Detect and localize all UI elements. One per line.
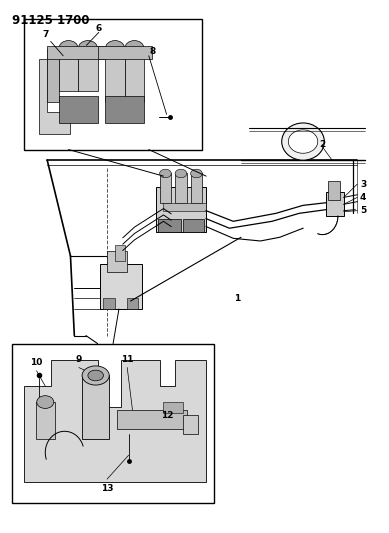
Text: 5: 5 <box>360 206 366 215</box>
Bar <box>183 219 204 232</box>
Bar <box>127 298 138 309</box>
Bar <box>115 245 125 261</box>
Bar <box>100 264 142 309</box>
Bar <box>24 19 202 150</box>
Ellipse shape <box>59 41 78 56</box>
Bar <box>163 402 183 413</box>
Bar <box>59 96 98 123</box>
Bar <box>47 49 59 102</box>
Bar <box>175 173 187 203</box>
Bar <box>156 187 206 232</box>
Bar <box>12 344 214 503</box>
Bar <box>159 173 171 203</box>
Ellipse shape <box>78 41 98 56</box>
Ellipse shape <box>159 169 171 177</box>
Bar <box>163 203 206 211</box>
Polygon shape <box>24 360 206 482</box>
Bar <box>125 49 144 102</box>
Polygon shape <box>39 59 70 134</box>
Ellipse shape <box>288 130 318 154</box>
Text: 3: 3 <box>360 180 366 189</box>
Bar <box>326 192 344 216</box>
Ellipse shape <box>175 169 187 177</box>
Bar <box>35 402 55 439</box>
Ellipse shape <box>37 395 54 408</box>
Text: 1: 1 <box>234 294 240 303</box>
Bar <box>59 49 78 91</box>
Bar <box>158 219 181 232</box>
Text: 9: 9 <box>75 355 82 364</box>
Ellipse shape <box>282 123 324 160</box>
Text: 11: 11 <box>121 355 133 364</box>
Bar <box>82 375 109 439</box>
Bar <box>47 46 105 59</box>
Ellipse shape <box>88 370 103 381</box>
Bar <box>103 298 115 309</box>
Bar <box>117 410 187 429</box>
Bar <box>98 46 152 59</box>
Ellipse shape <box>82 366 109 385</box>
Text: 6: 6 <box>96 24 102 33</box>
Ellipse shape <box>125 41 144 56</box>
Text: 13: 13 <box>101 484 113 493</box>
Text: 7: 7 <box>42 30 49 39</box>
Bar <box>183 415 198 434</box>
Ellipse shape <box>105 41 125 56</box>
Text: 10: 10 <box>30 358 43 367</box>
Ellipse shape <box>191 169 202 177</box>
Bar <box>191 173 202 203</box>
Bar <box>105 96 144 123</box>
Text: 4: 4 <box>360 193 366 202</box>
Text: 8: 8 <box>149 47 156 56</box>
Text: 2: 2 <box>319 140 326 149</box>
Bar <box>107 251 127 272</box>
Text: 12: 12 <box>161 411 174 420</box>
Text: 91125 1700: 91125 1700 <box>12 14 90 27</box>
Bar <box>78 49 98 91</box>
Bar <box>105 49 125 102</box>
Bar <box>328 181 340 200</box>
